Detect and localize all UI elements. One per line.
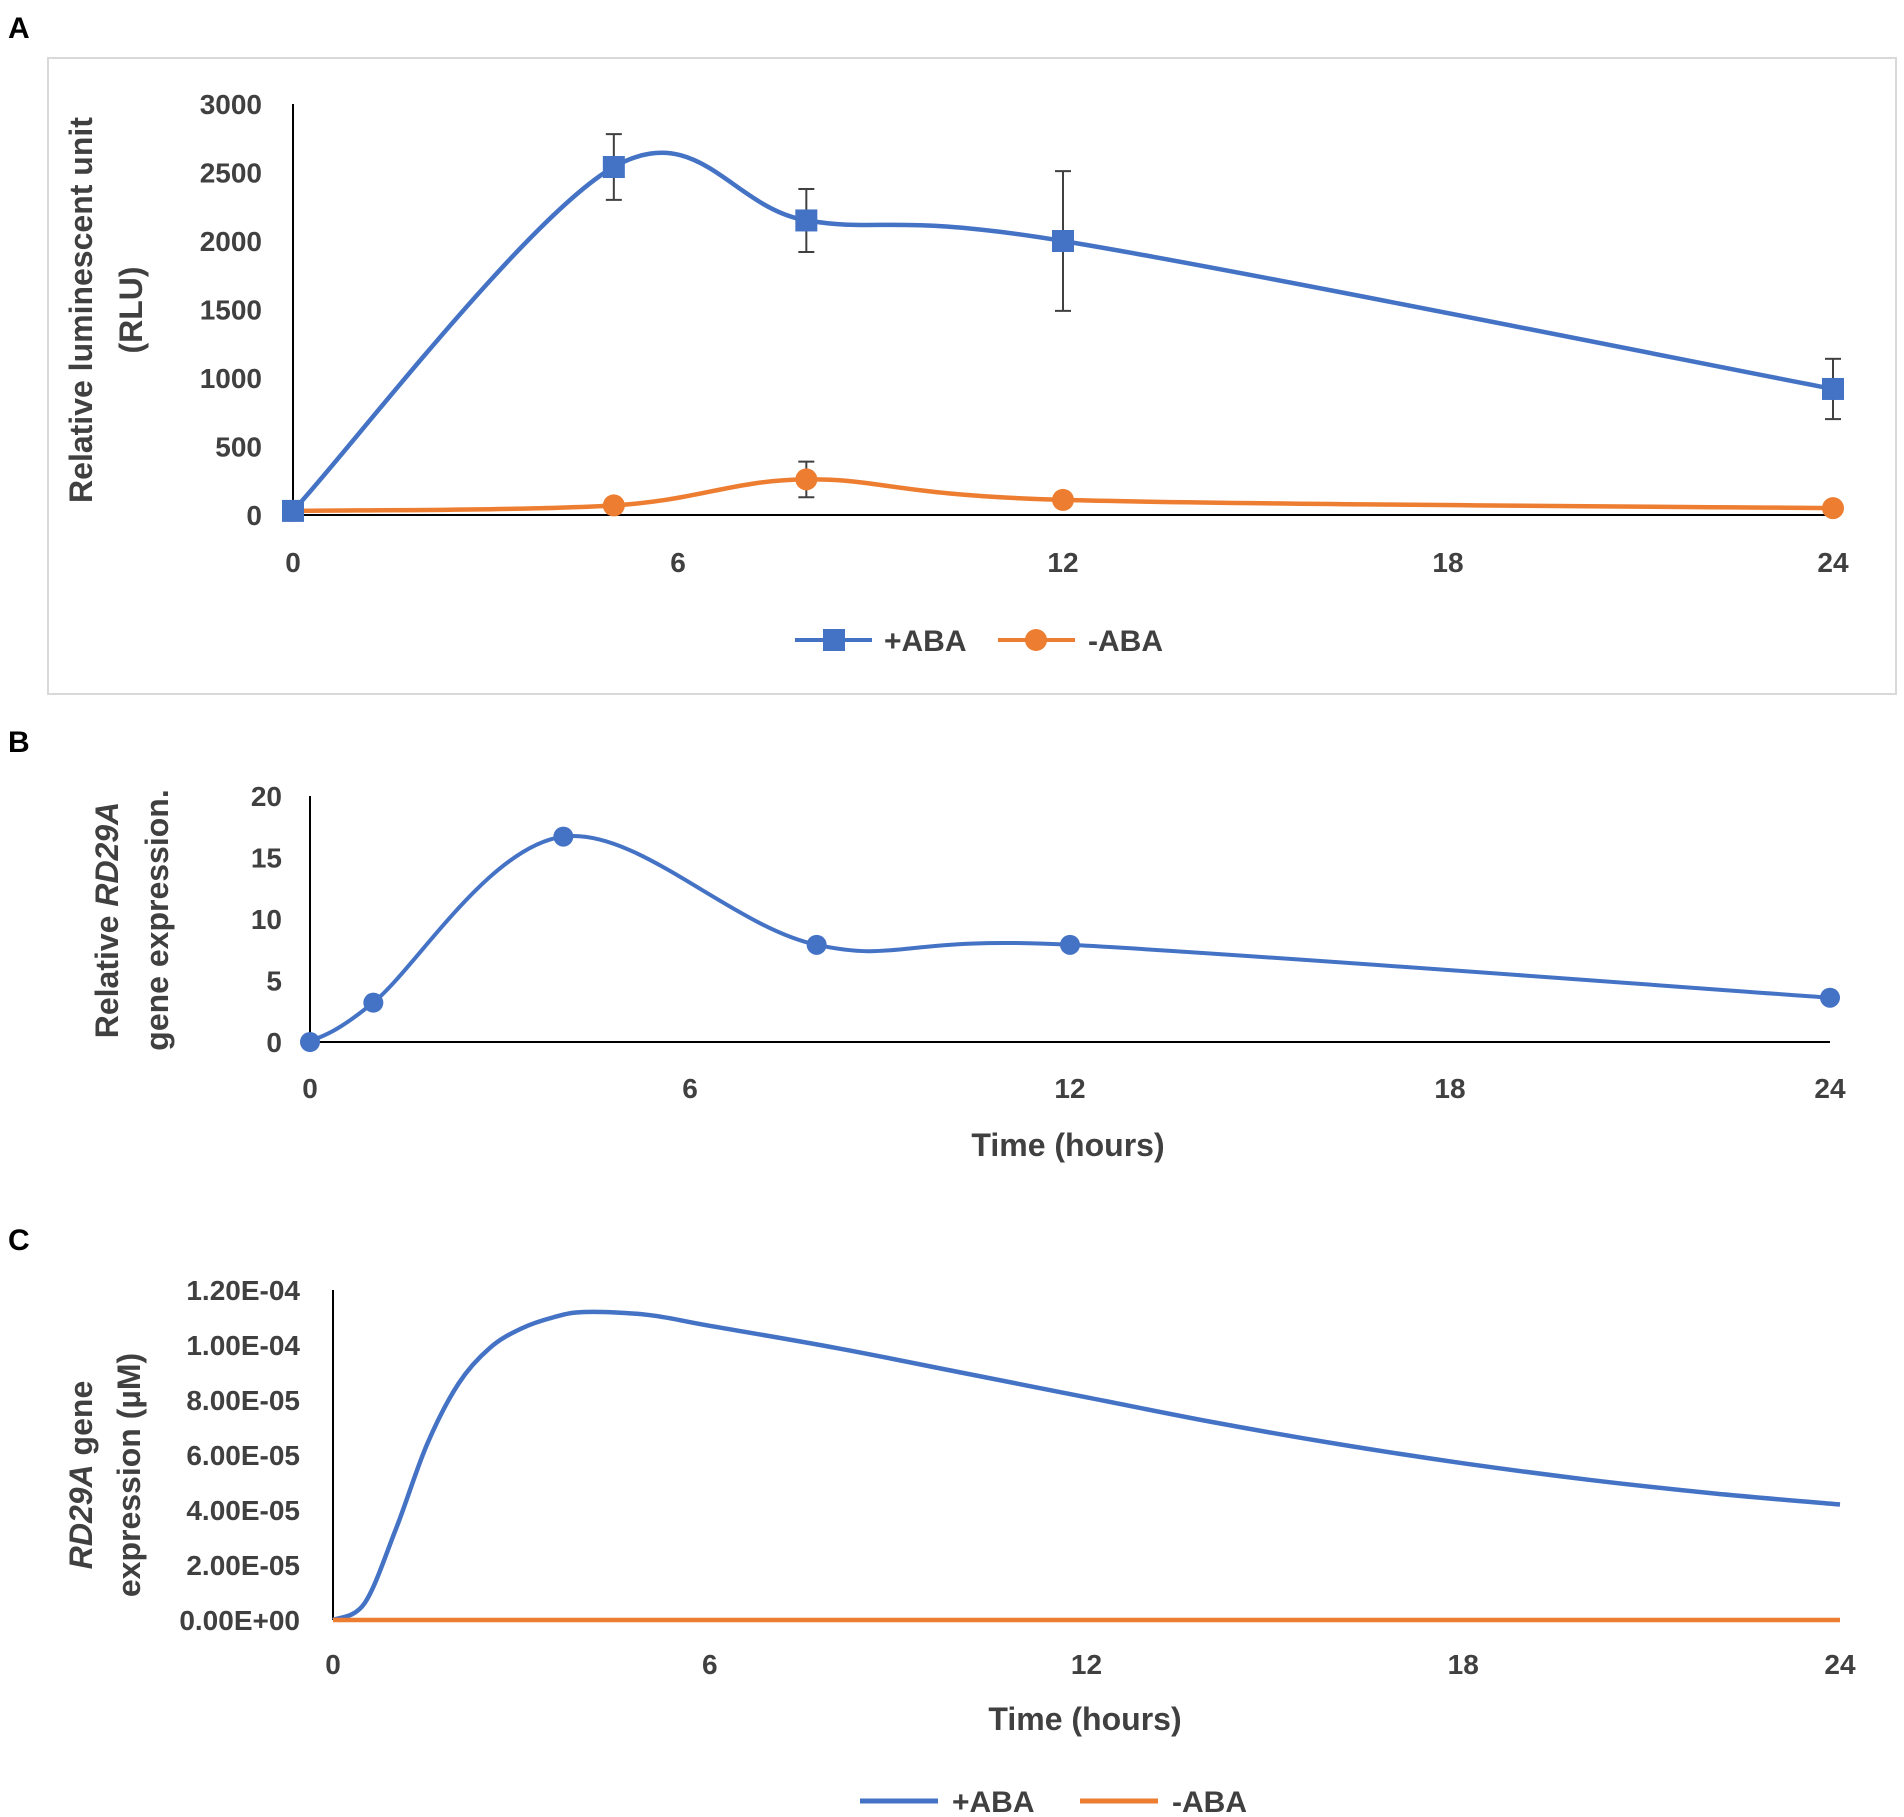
- x-tick-label: 12: [1071, 1649, 1102, 1680]
- panel-a-ylabel: Relative luminescent unit: [63, 117, 99, 503]
- x-tick-label: 18: [1432, 547, 1463, 578]
- x-tick-label: 24: [1824, 1649, 1856, 1680]
- data-point-rd29a: [806, 934, 827, 955]
- data-point-aba: [1822, 497, 1844, 520]
- panel-b-chart: 0 5 10 15 20 0 6 12 18 24: [251, 781, 1846, 1104]
- panel-c-ylabel-suffix: gene: [63, 1381, 99, 1465]
- panel-b-ylabel-line2: gene expression.: [139, 789, 175, 1050]
- y-tick-label: 5: [266, 966, 282, 997]
- panel-a-chart: 0 500 1000 1500 2000 2500 3000 0 6 12 18 24: [200, 89, 1849, 578]
- x-tick-label: 0: [325, 1649, 341, 1680]
- panel-b-xlabel: Time (hours): [971, 1127, 1164, 1163]
- y-tick-label: 2.00E-05: [186, 1550, 300, 1581]
- y-tick-label: 500: [215, 432, 262, 463]
- panel-label-b: B: [8, 726, 30, 759]
- data-point-rd29a: [363, 992, 384, 1013]
- data-point-aba: [1822, 377, 1844, 400]
- y-tick-label: 20: [251, 781, 282, 812]
- legend-a-plus-label: +ABA: [884, 625, 967, 658]
- panel-a-ylabel-line2: (RLU): [113, 266, 149, 353]
- x-tick-label: 0: [285, 547, 301, 578]
- data-point-aba: [795, 468, 818, 491]
- y-tick-label: 6.00E-05: [186, 1440, 300, 1471]
- y-tick-label: 1000: [200, 363, 262, 394]
- y-tick-label: 1.00E-04: [186, 1330, 300, 1361]
- y-tick-label: 0.00E+00: [179, 1605, 300, 1636]
- panel-label-a: A: [8, 12, 30, 45]
- panel-c-ylabel-line2: expression (µM): [111, 1353, 147, 1597]
- y-tick-label: 2500: [200, 158, 262, 189]
- x-tick-label: 12: [1047, 547, 1078, 578]
- y-tick-label: 15: [251, 843, 282, 874]
- panel-a-legend: +ABA -ABA: [795, 625, 1163, 658]
- legend-c-plus-label: +ABA: [952, 1786, 1035, 1817]
- panel-c-chart: 0.00E+00 2.00E-05 4.00E-05 6.00E-05 8.00E-05…: [179, 1275, 1856, 1680]
- panel-c-ylabel-gene: RD29A: [63, 1464, 99, 1569]
- x-tick-label: 24: [1814, 1073, 1846, 1104]
- series-line-aba: [331, 1309, 1841, 1623]
- x-tick-label: 18: [1434, 1073, 1465, 1104]
- panel-b-ylabel-gene: RD29A: [89, 802, 125, 907]
- y-tick-label: 0: [266, 1027, 282, 1058]
- data-point-rd29a: [553, 826, 574, 847]
- y-tick-label: 2000: [200, 226, 262, 257]
- x-tick-label: 24: [1817, 547, 1849, 578]
- panel-b-ylabel-prefix: Relative: [89, 907, 125, 1039]
- data-point-aba: [602, 156, 625, 179]
- x-tick-label: 12: [1054, 1073, 1085, 1104]
- data-point-aba: [795, 209, 818, 232]
- panel-c-ylabel: RD29A gene: [63, 1381, 99, 1570]
- data-point-aba: [1052, 230, 1074, 252]
- panel-a-frame: [47, 57, 1897, 695]
- series-line-aba: [292, 477, 1834, 514]
- y-tick-label: 0: [246, 500, 262, 531]
- x-tick-label: 6: [670, 547, 686, 578]
- y-tick-label: 4.00E-05: [186, 1495, 300, 1526]
- data-point-rd29a: [1820, 987, 1840, 1008]
- legend-a-plus-marker: [823, 629, 845, 651]
- x-tick-label: 18: [1448, 1649, 1479, 1680]
- x-tick-label: 0: [302, 1073, 318, 1104]
- legend-a-minus-label: -ABA: [1088, 625, 1163, 658]
- panel-c-legend: +ABA -ABA: [860, 1786, 1247, 1817]
- y-tick-label: 1.20E-04: [186, 1275, 300, 1306]
- data-point-aba: [282, 499, 304, 522]
- x-tick-label: 6: [682, 1073, 698, 1104]
- panel-label-c: C: [8, 1224, 30, 1257]
- series-line-aba: [291, 150, 1834, 513]
- y-tick-label: 8.00E-05: [186, 1385, 300, 1416]
- legend-a-minus-marker: [1025, 629, 1047, 651]
- panel-c-xlabel: Time (hours): [988, 1701, 1181, 1737]
- data-point-aba: [1052, 488, 1074, 511]
- data-point-aba: [602, 494, 625, 517]
- x-tick-label: 6: [702, 1649, 718, 1680]
- y-tick-label: 3000: [200, 89, 262, 120]
- panel-b-ylabel: Relative RD29A: [89, 802, 125, 1039]
- data-point-rd29a: [300, 1032, 320, 1052]
- data-point-rd29a: [1060, 934, 1080, 955]
- legend-c-minus-label: -ABA: [1172, 1786, 1247, 1817]
- y-tick-label: 1500: [200, 295, 262, 326]
- y-tick-label: 10: [251, 904, 282, 935]
